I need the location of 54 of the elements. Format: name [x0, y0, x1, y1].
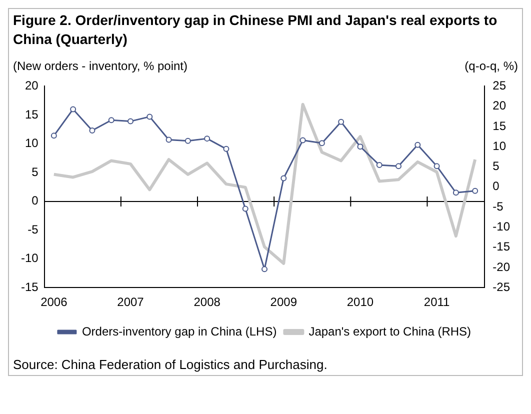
y-tick-label: 15: [24, 107, 39, 122]
x-tick-label: 2008: [194, 295, 221, 310]
point: [396, 163, 402, 170]
y2-tick-label: 5: [492, 159, 500, 174]
point: [357, 144, 364, 150]
y-tick-label: 5: [32, 164, 39, 179]
y2-tick-label: 15: [492, 118, 506, 133]
point: [127, 118, 134, 124]
y2-tick-label: -5: [492, 199, 504, 214]
point: [223, 146, 230, 152]
point: [472, 188, 478, 194]
legend-label: Orders-inventory gap in China (LHS): [82, 324, 277, 338]
chart-title: Figure 2. Order/inventory gap in Chinese PMI and Japan's real exports to China (Quarterly): [13, 11, 498, 49]
point: [318, 140, 325, 146]
y2-tick-label: -25: [492, 280, 510, 294]
point: [184, 138, 191, 144]
y-axis-title: (New orders - inventory, % point): [13, 59, 188, 73]
y-tick-label: 10: [24, 136, 39, 150]
point: [70, 106, 76, 112]
x-tick-label: 2011: [424, 295, 450, 310]
point: [50, 132, 57, 139]
point: [262, 266, 268, 272]
y-tick-label: 20: [24, 78, 39, 93]
legend-label: Japan's export to China (RHS): [308, 324, 472, 338]
y2-tick-label: 10: [492, 138, 506, 153]
y2-tick-label: 25: [492, 78, 506, 93]
point: [434, 163, 440, 170]
y-tick-label: -15: [21, 280, 39, 294]
y2-tick-label: -20: [492, 260, 510, 274]
source-note: Source: China Federation of Logistics and Purchasing.: [13, 356, 328, 373]
x-tick-label: 2009: [270, 295, 298, 310]
point: [452, 190, 459, 196]
point: [242, 206, 248, 212]
y2-tick-label: -15: [492, 240, 510, 254]
point: [108, 117, 114, 124]
point: [300, 137, 306, 144]
x-tick-label: 2007: [117, 295, 144, 310]
point: [89, 128, 96, 134]
y-tick-label: 0: [32, 194, 39, 208]
point: [338, 118, 344, 125]
y2-axis-title: (q-o-q, %): [464, 59, 518, 73]
point: [146, 114, 153, 120]
y2-tick-label: 20: [492, 98, 506, 113]
y2-tick-label: -10: [492, 219, 510, 234]
point: [280, 175, 287, 182]
point: [204, 136, 210, 142]
point: [376, 162, 382, 168]
point: [414, 142, 421, 148]
y2-tick-label: 0: [492, 179, 500, 194]
x-tick-label: 2006: [40, 295, 68, 310]
x-tick-label: 2010: [346, 295, 374, 310]
y-tick-label: -10: [21, 251, 39, 266]
y-tick-label: -5: [28, 222, 39, 236]
point: [166, 136, 172, 143]
